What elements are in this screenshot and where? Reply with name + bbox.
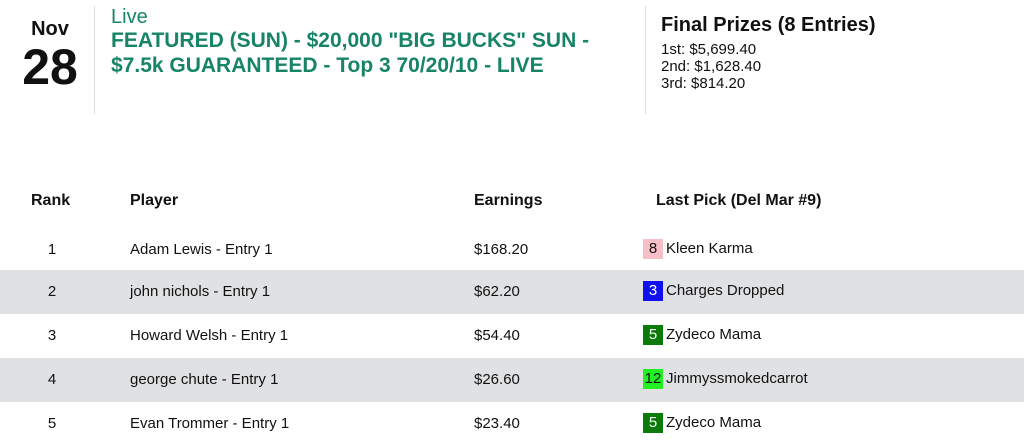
prize-1st: 1st: $5,699.40 xyxy=(661,41,757,58)
prizes-title: Final Prizes (8 Entries) xyxy=(661,14,876,36)
player-name: Evan Trommer - Entry 1 xyxy=(130,415,290,432)
prize-2nd: 2nd: $1,628.40 xyxy=(661,58,762,75)
last-pick: 3 Charges Dropped xyxy=(643,281,784,301)
horse-name: Jimmyssmokedcarrot xyxy=(666,370,808,387)
header-rank: Rank xyxy=(31,192,71,209)
divider xyxy=(645,6,646,114)
table-row: 5 Evan Trommer - Entry 1 $23.40 5 Zydeco … xyxy=(0,402,1024,446)
last-pick: 8 Kleen Karma xyxy=(643,239,753,259)
horse-name: Charges Dropped xyxy=(666,282,785,299)
post-number-badge: 5 xyxy=(643,413,663,433)
prize-3rd: 3rd: $814.20 xyxy=(661,75,746,92)
horse-name: Kleen Karma xyxy=(666,240,753,257)
horse-name: Zydeco Mama xyxy=(666,326,762,343)
horse-name: Zydeco Mama xyxy=(666,414,762,431)
last-pick: 12 Jimmyssmokedcarrot xyxy=(643,369,808,389)
table-row: 1 Adam Lewis - Entry 1 $168.20 8 Kleen Ka… xyxy=(0,228,1024,272)
date-block: Nov 28 xyxy=(10,14,90,93)
date-month: Nov xyxy=(31,18,69,40)
player-name: john nichols - Entry 1 xyxy=(130,283,271,300)
rank: 1 xyxy=(47,241,57,258)
date-day: 28 xyxy=(22,39,78,95)
tournament-name: FEATURED (SUN) - $20,000 "BIG BUCKS" SUN… xyxy=(111,29,590,77)
earnings: $26.60 xyxy=(474,371,520,388)
rank: 5 xyxy=(47,415,57,432)
post-number-badge: 5 xyxy=(643,325,663,345)
rank: 2 xyxy=(47,283,57,300)
player-name: george chute - Entry 1 xyxy=(130,371,279,388)
header-player: Player xyxy=(130,192,179,209)
post-number-badge: 3 xyxy=(643,281,663,301)
rank: 4 xyxy=(47,371,57,388)
table-row: 2 john nichols - Entry 1 $62.20 3 Charges… xyxy=(0,270,1024,314)
last-pick: 5 Zydeco Mama xyxy=(643,325,761,345)
post-number-badge: 8 xyxy=(643,239,663,259)
header-last-pick: Last Pick (Del Mar #9) xyxy=(656,192,822,209)
last-pick: 5 Zydeco Mama xyxy=(643,413,761,433)
tournament-status: Live xyxy=(111,6,148,28)
table-row: 3 Howard Welsh - Entry 1 $54.40 5 Zydeco … xyxy=(0,314,1024,358)
final-prizes: Final Prizes (8 Entries) 1st: $5,699.40 … xyxy=(661,14,876,92)
earnings: $168.20 xyxy=(474,241,529,258)
table-row: 4 george chute - Entry 1 $26.60 12 Jimmys… xyxy=(0,358,1024,402)
earnings: $62.20 xyxy=(474,283,520,300)
earnings: $54.40 xyxy=(474,327,520,344)
rank: 3 xyxy=(47,327,57,344)
earnings: $23.40 xyxy=(474,415,520,432)
header-earnings: Earnings xyxy=(474,192,543,209)
post-number-badge: 12 xyxy=(643,369,663,389)
divider xyxy=(94,6,95,114)
tournament-header: Live FEATURED (SUN) - $20,000 "BIG BUCKS… xyxy=(111,6,631,78)
player-name: Adam Lewis - Entry 1 xyxy=(130,241,273,258)
player-name: Howard Welsh - Entry 1 xyxy=(130,327,289,344)
